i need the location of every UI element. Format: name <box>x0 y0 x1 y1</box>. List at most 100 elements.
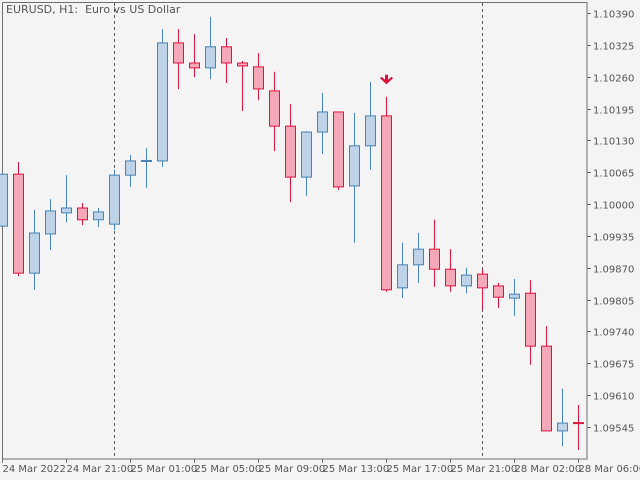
candle-body <box>205 46 216 69</box>
bear-candle <box>493 282 504 308</box>
candle-body <box>285 125 296 178</box>
time-tick-label: 24 Mar 21:00 <box>67 464 134 475</box>
bull-candle <box>413 232 424 283</box>
price-tick-label: 1.09935 <box>593 233 634 244</box>
time-tick-label: 24 Mar 2022 <box>3 464 66 475</box>
price-tick-label: 1.09675 <box>593 360 634 371</box>
bear-candle <box>173 29 184 89</box>
bear-candle <box>189 34 200 78</box>
bull-candle <box>61 175 72 223</box>
candle-body <box>0 173 8 227</box>
candle-body <box>301 131 312 178</box>
bull-candle <box>93 207 104 228</box>
price-tick-label: 1.10000 <box>593 201 634 212</box>
price-tick-label: 1.10260 <box>593 74 634 85</box>
price-tick-label: 1.09740 <box>593 328 634 339</box>
bear-candle <box>269 71 280 152</box>
candle-body <box>477 273 488 289</box>
bull-candle <box>317 92 328 155</box>
candle-body <box>397 264 408 289</box>
candle-body <box>509 293 520 299</box>
price-tick-label: 1.09610 <box>593 392 634 403</box>
bear-candle <box>77 203 88 226</box>
time-tick-label: 25 Mar 09:00 <box>259 464 326 475</box>
axes <box>2 2 588 460</box>
time-tick-label: 25 Mar 21:00 <box>451 464 518 475</box>
bear-candle <box>573 404 584 451</box>
bull-candle <box>509 279 520 316</box>
candle-body <box>445 268 456 287</box>
candle-body <box>61 207 72 214</box>
price-tick-label: 1.10065 <box>593 169 634 180</box>
price-tick-label: 1.09545 <box>593 424 634 435</box>
bull-candle <box>0 173 8 227</box>
candle-body <box>157 42 168 162</box>
candle-body <box>253 66 264 90</box>
candle-body <box>45 210 56 235</box>
candle-body <box>237 62 248 67</box>
bull-candle <box>397 242 408 299</box>
price-tick-label: 1.09805 <box>593 297 634 308</box>
chart-title: EURUSD, H1: Euro vs US Dollar <box>6 3 181 16</box>
sell-arrow-icon <box>380 74 393 85</box>
candle-body <box>365 115 376 147</box>
candle-body <box>429 248 440 270</box>
time-tick-label: 28 Mar 06:00 <box>579 464 640 475</box>
candle-body <box>381 115 392 291</box>
bull-candle <box>557 388 568 447</box>
bear-candle <box>525 280 536 365</box>
price-tick-label: 1.09870 <box>593 265 634 276</box>
candle-body <box>125 160 136 176</box>
bull-candle <box>205 16 216 80</box>
price-tick-label: 1.10130 <box>593 137 634 148</box>
bull-candle <box>45 199 56 251</box>
candle-body <box>573 422 584 425</box>
bear-candle <box>429 219 440 287</box>
candle-body <box>173 42 184 64</box>
bull-candle <box>29 209 40 290</box>
bull-candle <box>461 267 472 294</box>
bull-candle <box>141 148 152 188</box>
time-tick-label: 28 Mar 02:00 <box>515 464 582 475</box>
time-tick-label: 25 Mar 05:00 <box>195 464 262 475</box>
bull-candle <box>365 82 376 170</box>
candle-body <box>141 159 152 162</box>
bull-candle <box>125 155 136 187</box>
day-separators <box>114 3 483 459</box>
candle-body <box>557 422 568 432</box>
bear-candle <box>285 104 296 203</box>
signals <box>380 74 393 85</box>
candle-body <box>77 207 88 221</box>
price-axis[interactable]: 1.10390 1.10325 1.10260 1.10195 1.10130 1.100… <box>587 10 634 435</box>
bear-candle <box>333 111 344 190</box>
candle-body <box>189 62 200 69</box>
price-tick-label: 1.10390 <box>593 10 634 21</box>
candle-body <box>93 211 104 221</box>
candle-body <box>317 111 328 133</box>
bull-candle <box>301 131 312 196</box>
candles <box>0 16 584 451</box>
bull-candle <box>349 112 360 243</box>
candle-body <box>269 90 280 127</box>
candle-body <box>461 274 472 287</box>
candle-body <box>221 46 232 64</box>
time-tick-label: 25 Mar 01:00 <box>131 464 198 475</box>
bear-candle <box>221 37 232 84</box>
bear-candle <box>477 269 488 310</box>
bull-candle <box>157 29 168 167</box>
candle-body <box>29 232 40 274</box>
candle-body <box>349 145 360 187</box>
candle-body <box>541 345 552 432</box>
candle-body <box>493 285 504 298</box>
time-tick-label: 25 Mar 13:00 <box>323 464 390 475</box>
bear-candle <box>541 326 552 432</box>
bull-candle <box>109 169 120 231</box>
bear-candle <box>445 249 456 292</box>
bear-candle <box>381 96 392 292</box>
time-tick-label: 25 Mar 17:00 <box>387 464 454 475</box>
candle-body <box>413 248 424 266</box>
candle-body <box>333 111 344 188</box>
